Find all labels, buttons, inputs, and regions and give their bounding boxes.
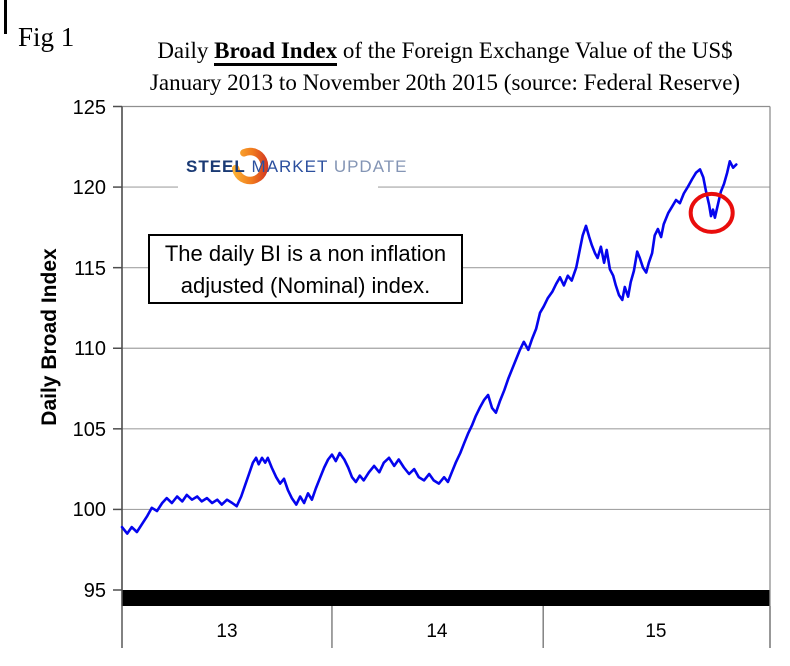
logo-word-market: MARKET bbox=[251, 157, 329, 176]
y-tick-label: 105 bbox=[72, 418, 106, 441]
y-tick-label: 100 bbox=[72, 499, 106, 522]
x-tick-label: 14 bbox=[426, 621, 448, 642]
x-axis-thick-bar bbox=[122, 590, 770, 606]
logo-text: STEEL MARKET UPDATE bbox=[186, 157, 408, 177]
y-tick-label: 115 bbox=[74, 257, 106, 280]
y-tick-label: 95 bbox=[83, 580, 106, 602]
y-tick-label: 120 bbox=[72, 177, 106, 200]
logo-word-steel: STEEL bbox=[186, 157, 246, 176]
chart-subtitle: January 2013 to November 20th 2015 (sour… bbox=[149, 70, 741, 95]
logo-word-update: UPDATE bbox=[333, 157, 408, 176]
chart-title-emphasis: Broad Index bbox=[214, 38, 338, 66]
red-circle-annotation bbox=[688, 191, 735, 234]
y-axis-title: Daily Broad Index bbox=[38, 248, 61, 426]
figure-label: Fig 1 bbox=[18, 22, 75, 52]
corner-mark bbox=[4, 0, 7, 34]
y-tick-label: 125 bbox=[72, 96, 106, 119]
note-box-line1: The daily BI is a non inflation bbox=[164, 241, 447, 266]
steel-market-update-logo: STEEL MARKET UPDATE bbox=[178, 142, 407, 190]
x-tick-label: 13 bbox=[216, 621, 238, 642]
chart-title-prefix: Daily bbox=[157, 38, 215, 63]
logo-swoosh-icon bbox=[231, 147, 269, 185]
note-box: The daily BI is a non inflation adjusted… bbox=[148, 234, 463, 304]
data-line bbox=[120, 160, 738, 535]
y-tick-label: 110 bbox=[74, 338, 106, 361]
x-tick-label: 15 bbox=[645, 621, 667, 642]
chart-title: Daily Broad Index of the Foreign Exchang… bbox=[110, 38, 780, 66]
note-box-line2: adjusted (Nominal) index. bbox=[180, 273, 431, 298]
chart-title-suffix: of the Foreign Exchange Value of the US$ bbox=[337, 38, 733, 63]
